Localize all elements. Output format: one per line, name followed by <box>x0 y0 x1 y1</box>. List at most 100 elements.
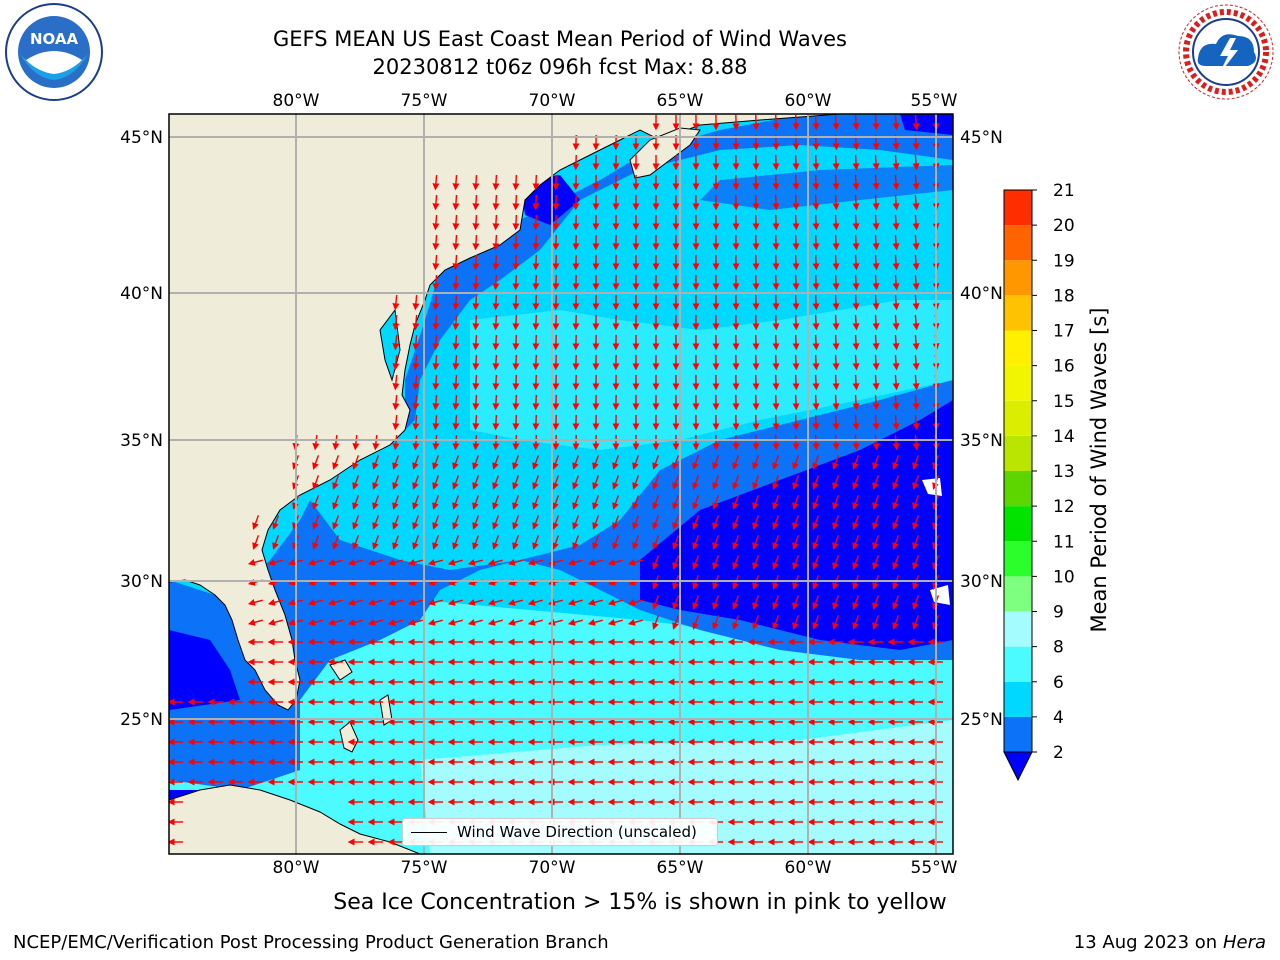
wind-wave-arrow <box>252 535 260 550</box>
wind-wave-arrow <box>872 234 880 251</box>
wind-wave-arrow <box>852 254 860 271</box>
wind-wave-arrow <box>852 394 860 411</box>
wind-wave-arrow <box>852 194 860 211</box>
wind-wave-arrow <box>427 618 443 626</box>
wind-wave-arrow <box>892 615 900 630</box>
wind-wave-arrow <box>892 475 900 490</box>
wind-wave-arrow <box>912 274 920 291</box>
wind-wave-arrow <box>852 334 860 351</box>
wind-wave-arrow <box>832 615 840 630</box>
wind-wave-arrow <box>532 294 540 311</box>
wind-wave-arrow <box>532 194 540 211</box>
wind-wave-arrow <box>492 314 500 331</box>
date-text: 13 Aug 2023 on Hera <box>1074 932 1266 953</box>
wind-wave-arrow <box>892 595 900 610</box>
wind-wave-arrow <box>452 475 460 490</box>
wind-wave-arrow <box>512 515 520 530</box>
wind-wave-arrow <box>312 475 320 490</box>
wind-wave-arrow <box>912 234 920 251</box>
colorbar-segment <box>1004 646 1032 682</box>
wind-wave-arrow <box>792 254 800 271</box>
wind-wave-arrow <box>812 394 820 411</box>
wind-wave-arrow <box>347 598 363 606</box>
wind-wave-arrow <box>392 334 400 351</box>
wind-wave-arrow <box>492 214 500 231</box>
wind-wave-arrow <box>532 354 540 371</box>
wind-wave-arrow <box>272 515 280 530</box>
colorbar-segment <box>1004 400 1032 436</box>
wind-wave-arrow <box>792 334 800 351</box>
wind-wave-arrow <box>332 434 340 451</box>
wind-wave-arrow <box>912 615 920 630</box>
wind-wave-arrow <box>892 194 900 211</box>
wind-wave-arrow <box>512 354 520 371</box>
wind-wave-arrow <box>912 515 920 530</box>
wind-wave-arrow <box>452 434 460 451</box>
wind-wave-arrow <box>792 595 800 610</box>
wind-wave-arrow <box>352 455 360 470</box>
wind-wave-arrow <box>732 455 740 470</box>
wind-wave-arrow <box>332 455 340 470</box>
wind-wave-arrow <box>527 598 543 606</box>
wind-wave-arrow <box>412 414 420 431</box>
wind-wave-arrow <box>552 495 560 510</box>
colorbar-label: Mean Period of Wind Waves [s] <box>1087 308 1111 633</box>
wind-wave-arrow <box>832 475 840 490</box>
wind-wave-arrow <box>492 374 500 391</box>
wind-wave-arrow <box>487 558 503 566</box>
wind-wave-arrow <box>852 555 860 570</box>
wind-wave-arrow <box>512 234 520 251</box>
wind-wave-arrow <box>532 414 540 431</box>
wind-wave-arrow <box>692 455 700 470</box>
wind-wave-arrow <box>792 174 800 191</box>
lat-label-left: 35°N <box>120 431 163 451</box>
wind-wave-arrow <box>852 174 860 191</box>
wind-wave-arrow <box>732 495 740 510</box>
map-title-line2: 20230812 t06z 096h fcst Max: 8.88 <box>372 55 748 79</box>
wind-wave-arrow <box>912 555 920 570</box>
wind-wave-arrow <box>832 555 840 570</box>
wind-wave-arrow <box>472 394 480 411</box>
wind-wave-arrow <box>912 595 920 610</box>
wind-wave-arrow <box>452 394 460 411</box>
credit-text: NCEP/EMC/Verification Post Processing Pr… <box>13 932 609 953</box>
wind-wave-arrow <box>652 595 660 610</box>
wind-wave-arrow <box>427 558 443 566</box>
wind-wave-arrow <box>852 274 860 291</box>
lon-label-bottom: 65°W <box>657 858 704 878</box>
wind-wave-arrow <box>432 254 440 271</box>
wind-wave-arrow <box>812 414 820 431</box>
wind-wave-arrow <box>792 354 800 371</box>
wind-wave-arrow <box>832 254 840 271</box>
wind-wave-arrow <box>672 615 680 630</box>
lon-label-top: 65°W <box>657 91 704 111</box>
wind-wave-arrow <box>912 334 920 351</box>
wind-wave-arrow <box>307 618 323 626</box>
wind-wave-arrow <box>592 455 600 470</box>
wind-wave-arrow <box>247 598 263 606</box>
wind-wave-arrow <box>832 414 840 431</box>
wind-wave-arrow <box>492 495 500 510</box>
colorbar-segment <box>1004 260 1032 296</box>
wind-wave-arrow <box>432 394 440 411</box>
map-gridlines <box>169 114 953 854</box>
wind-wave-arrow <box>912 434 920 451</box>
wind-wave-arrow <box>832 114 840 131</box>
wind-wave-arrow <box>852 354 860 371</box>
wind-wave-arrow <box>492 475 500 490</box>
wind-wave-arrow <box>872 455 880 470</box>
wind-wave-arrow <box>832 535 840 550</box>
wind-wave-arrow <box>552 254 560 271</box>
wind-wave-arrow <box>327 598 343 606</box>
colorbar-segment <box>1004 471 1032 507</box>
wind-wave-arrow <box>772 114 780 131</box>
wind-wave-arrow <box>652 495 660 510</box>
wind-wave-arrow <box>872 414 880 431</box>
wind-wave-arrow <box>892 154 900 171</box>
colorbar-tick-label: 6 <box>1053 673 1064 693</box>
wind-wave-arrow <box>432 374 440 391</box>
wind-wave-arrow <box>512 174 520 191</box>
wind-wave-arrow <box>572 515 580 530</box>
wind-wave-arrow <box>472 535 480 550</box>
wind-wave-arrow <box>532 535 540 550</box>
